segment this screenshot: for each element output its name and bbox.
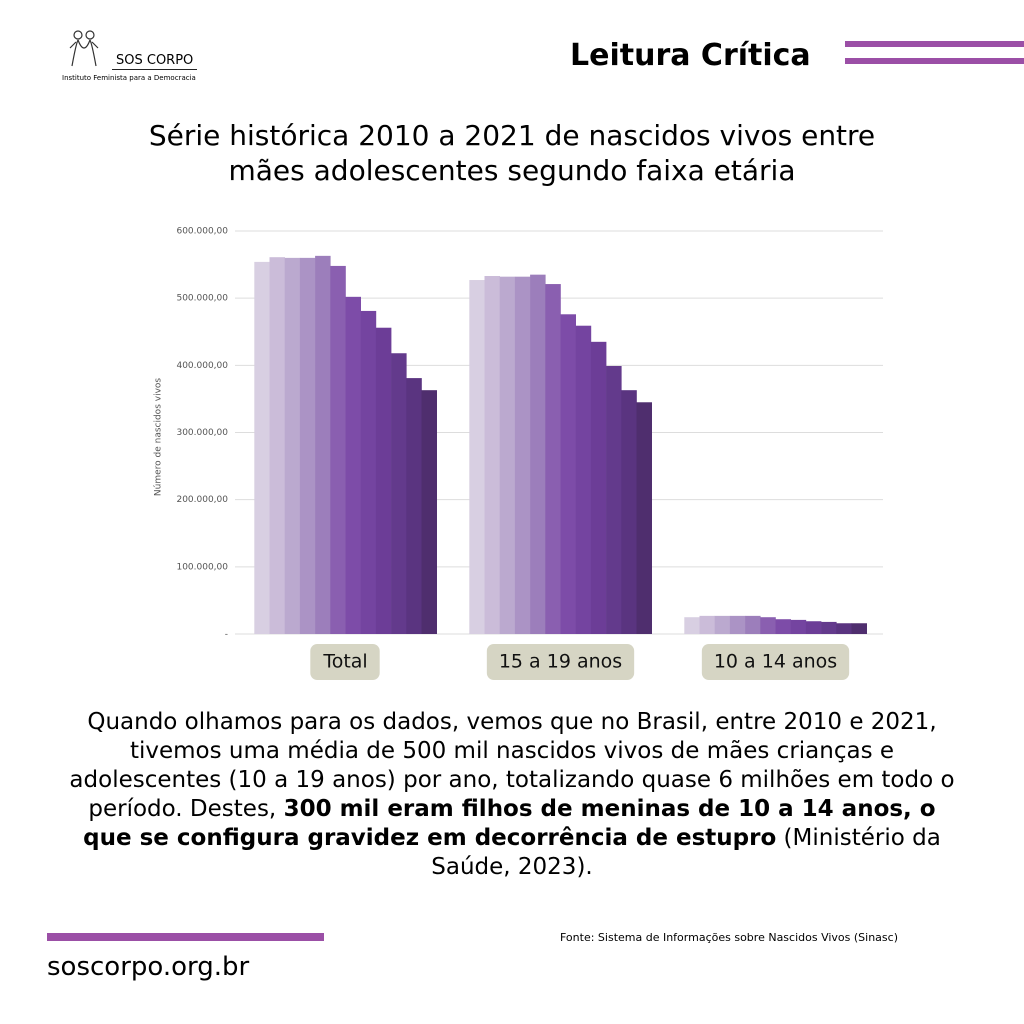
logo-name: SOS CORPO (112, 53, 198, 70)
bar (745, 615, 761, 634)
bar (575, 325, 592, 634)
bar (606, 366, 622, 634)
source: Fonte: Sistema de Informações sobre Nasc… (560, 931, 898, 944)
bar (729, 615, 746, 634)
paragraph: Quando olhamos para os dados, vemos que … (62, 708, 962, 882)
y-tick-label: 300.000,00 (176, 428, 228, 438)
decor-line (47, 933, 324, 941)
bar (391, 353, 407, 634)
x-tick-label: Total (322, 651, 367, 673)
bar (284, 257, 301, 634)
bar (699, 615, 715, 634)
bar (530, 274, 546, 634)
bar (545, 284, 561, 634)
bar (345, 296, 361, 634)
bar (375, 327, 392, 634)
bar (421, 390, 437, 634)
logo-icon (69, 30, 99, 67)
y-tick-label: 600.000,00 (176, 227, 228, 237)
bar (406, 378, 422, 634)
bar (760, 617, 776, 634)
chart-title: Série histórica 2010 a 2021 de nascidos … (148, 119, 876, 187)
x-tick-label: 10 a 14 anos (714, 651, 837, 673)
y-tick-label: 500.000,00 (176, 294, 228, 304)
bar (484, 276, 500, 634)
logo-subtitle: Instituto Feminista para a Democracia (62, 74, 196, 82)
bar (621, 390, 637, 634)
decor-line (845, 58, 1024, 64)
chart: Número de nascidos vivos - 100.000,00 200.… (154, 227, 883, 680)
bar (684, 617, 700, 634)
decor-line (845, 41, 1024, 47)
y-axis-label: Número de nascidos vivos (154, 378, 164, 497)
y-tick-label: 200.000,00 (176, 495, 228, 505)
x-tick-label: 15 a 19 anos (499, 651, 622, 673)
bar (836, 623, 852, 634)
bar (851, 623, 867, 634)
bar (269, 257, 285, 634)
text: (Ministério da Saúde, 2023). (431, 825, 941, 880)
bar (821, 621, 837, 634)
label-box (310, 644, 380, 680)
bar (469, 280, 485, 634)
label-box (486, 644, 635, 680)
bar (805, 621, 822, 634)
label-box (701, 644, 850, 680)
y-tick-label: - (225, 630, 228, 640)
bar (514, 276, 531, 634)
website: soscorpo.org.br (47, 952, 250, 982)
text: Quando olhamos para os dados, vemos que … (69, 709, 955, 822)
bar (636, 402, 652, 634)
bar (254, 261, 270, 634)
bar (790, 619, 807, 634)
bar (315, 255, 331, 634)
bar (499, 276, 516, 634)
bar (775, 619, 791, 634)
bar (360, 310, 377, 634)
y-tick-label: 100.000,00 (176, 562, 228, 572)
bar (299, 257, 316, 634)
bold-text: 300 mil eram filhos de meninas de 10 a 1… (83, 796, 936, 851)
bar (714, 615, 731, 634)
bar (590, 341, 607, 634)
section-title: Leitura Crítica (570, 38, 811, 73)
bar (560, 314, 576, 634)
bar (330, 265, 346, 634)
y-tick-label: 400.000,00 (176, 361, 228, 371)
